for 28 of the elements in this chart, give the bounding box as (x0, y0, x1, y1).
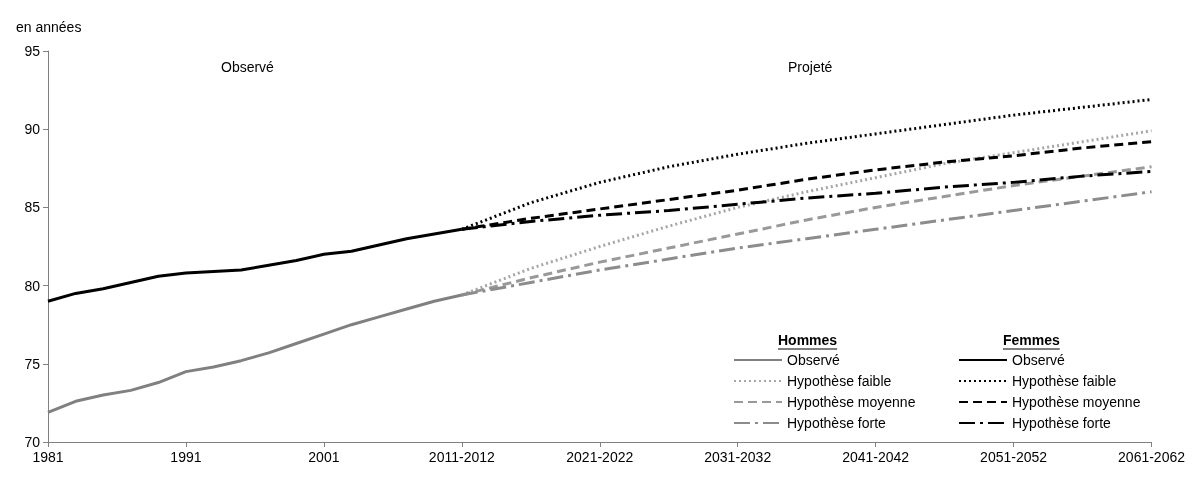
y-tick-label: 80 (24, 277, 41, 294)
annotation: Femmes (1003, 332, 1061, 348)
x-tick-label: 1991 (170, 449, 202, 465)
x-tick-label: 2001 (308, 449, 340, 465)
legend-label: Hypothèse moyenne (787, 394, 916, 410)
annotation: Hommes (778, 332, 838, 348)
y-axis-title: en années (16, 19, 82, 35)
legend-label: Hypothèse faible (787, 373, 892, 389)
legend-label: Hypothèse forte (787, 415, 887, 431)
x-tick-label: 2061-2062 (1118, 449, 1186, 465)
legend-label: Observé (1012, 352, 1066, 368)
legend-label: Hypothèse moyenne (1012, 394, 1141, 410)
y-tick-label: 90 (24, 121, 41, 138)
y-tick-label: 75 (24, 355, 41, 372)
y-tick-label: 70 (24, 434, 41, 450)
x-tick-label: 2021-2022 (566, 449, 634, 465)
annotation: Projeté (788, 59, 833, 75)
x-tick-label: 2011-2012 (428, 449, 495, 465)
y-tick-label: 95 (24, 43, 41, 59)
x-tick-label: 2051-2052 (980, 449, 1048, 465)
x-tick-label: 2031-2032 (704, 449, 772, 465)
annotation: Observé (221, 59, 275, 75)
legend-label: Hypothèse forte (1012, 415, 1112, 431)
legend-label: Observé (787, 352, 841, 368)
y-tick-label: 85 (24, 199, 41, 216)
legend-label: Hypothèse faible (1012, 373, 1117, 389)
x-tick-label: 2041-2042 (842, 449, 910, 465)
x-tick-label: 1981 (32, 449, 64, 465)
